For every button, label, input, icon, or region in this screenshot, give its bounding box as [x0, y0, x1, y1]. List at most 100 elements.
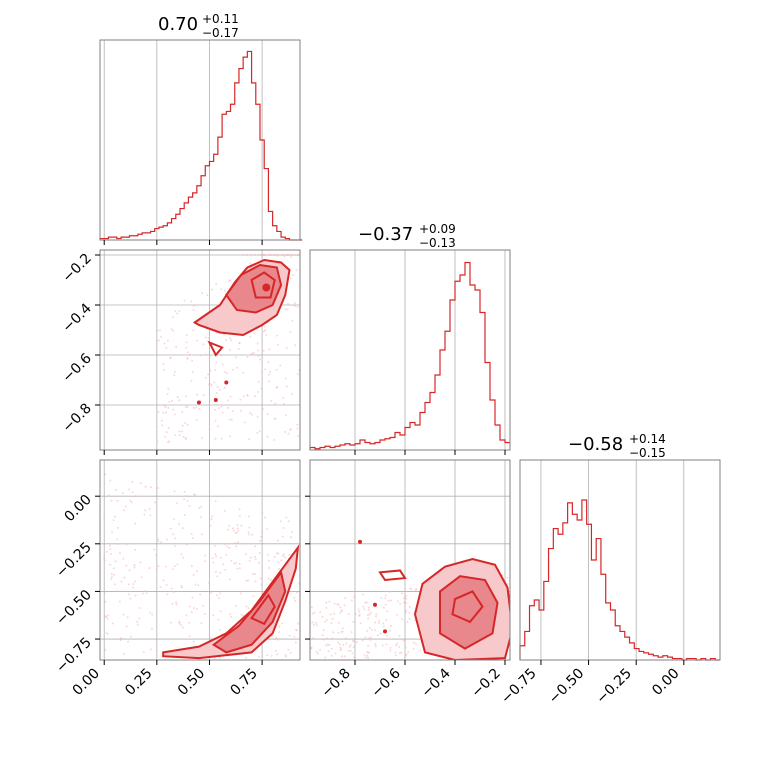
- scatter-point: [114, 583, 117, 586]
- scatter-point: [260, 583, 263, 586]
- scatter-point: [172, 408, 175, 411]
- scatter-point: [330, 654, 333, 657]
- axes-frame: [99, 459, 301, 661]
- scatter-point: [188, 635, 191, 638]
- scatter-point: [261, 530, 264, 533]
- scatter-point: [405, 653, 408, 656]
- scatter-point: [277, 561, 280, 564]
- scatter-point: [116, 499, 119, 502]
- scatter-point: [109, 548, 112, 551]
- scatter-point: [163, 435, 166, 438]
- scatter-point: [204, 554, 207, 557]
- scatter-point: [106, 617, 109, 620]
- contour-mid: [225, 263, 283, 314]
- scatter-point: [190, 533, 193, 536]
- scatter-point: [118, 600, 121, 603]
- scatter-point: [270, 254, 273, 256]
- scatter-point: [268, 348, 271, 351]
- scatter-point: [284, 308, 287, 311]
- scatter-point: [280, 254, 283, 256]
- scatter-point: [373, 629, 376, 632]
- scatter-point: [208, 383, 211, 386]
- scatter-point: [230, 615, 233, 618]
- hist-1-title: 0.70: [158, 14, 198, 35]
- scatter-point: [158, 329, 161, 332]
- scatter-point: [302, 390, 304, 392]
- scatter-point: [132, 586, 135, 589]
- scatter-point: [294, 302, 297, 305]
- scatter-point: [116, 590, 119, 593]
- scatter-point: [215, 555, 218, 558]
- scatter-point: [181, 410, 184, 413]
- scatter-point: [172, 590, 175, 593]
- scatter-point: [223, 509, 226, 512]
- scatter-point: [186, 351, 189, 354]
- scatter-point: [263, 325, 266, 328]
- scatter-point: [200, 516, 203, 519]
- scatter-point: [122, 557, 125, 560]
- scatter-point: [112, 567, 115, 570]
- scatter-point: [217, 618, 220, 621]
- scatter-point: [325, 606, 328, 609]
- scatter-point: [374, 643, 377, 646]
- y-tick-label: −0.6: [59, 350, 94, 385]
- y-tick-label: 0.00: [61, 492, 94, 525]
- scatter-point: [184, 438, 187, 441]
- scatter-point: [149, 514, 152, 517]
- scatter-point: [223, 333, 226, 336]
- scatter-point: [283, 254, 286, 256]
- scatter-point: [354, 612, 357, 615]
- scatter-point: [337, 631, 340, 634]
- scatter-point: [349, 649, 352, 652]
- scatter-point: [236, 541, 239, 544]
- contour-island: [378, 569, 407, 582]
- scatter-point: [375, 615, 378, 618]
- scatter-point: [168, 440, 171, 443]
- scatter-point: [319, 611, 322, 614]
- scatter-point: [395, 613, 398, 616]
- scatter-point: [171, 568, 174, 571]
- scatter-point: [181, 527, 184, 530]
- scatter-point: [379, 632, 382, 635]
- scatter-point: [104, 616, 107, 619]
- scatter-point: [273, 555, 276, 558]
- scatter-point: [162, 368, 165, 371]
- scatter-point: [278, 567, 281, 570]
- scatter-point: [357, 608, 360, 611]
- scatter-point: [149, 611, 152, 614]
- scatter-point: [103, 517, 106, 520]
- scatter-point: [156, 440, 159, 443]
- scatter-point: [412, 647, 415, 650]
- scatter-point: [419, 649, 422, 652]
- scatter-point: [125, 625, 128, 628]
- scatter-point: [228, 279, 231, 282]
- scatter-point: [276, 254, 279, 257]
- scatter-point: [413, 619, 416, 622]
- scatter-point: [234, 531, 237, 534]
- scatter-point: [170, 587, 173, 590]
- scatter-point: [415, 587, 418, 590]
- scatter-point: [234, 604, 237, 607]
- scatter-point: [327, 650, 330, 653]
- scatter-point: [269, 254, 272, 256]
- contour-island: [207, 340, 224, 357]
- scatter-point: [285, 254, 288, 256]
- scatter-point: [181, 626, 184, 629]
- scatter-point: [400, 651, 403, 654]
- scatter-point: [217, 407, 220, 410]
- scatter-point: [247, 531, 250, 534]
- scatter-point: [331, 618, 334, 621]
- scatter-point: [185, 341, 188, 344]
- scatter-point: [249, 254, 252, 256]
- scatter-point: [288, 634, 291, 637]
- scatter-point: [208, 636, 211, 639]
- scatter-point: [223, 371, 226, 374]
- scatter-point: [222, 563, 225, 566]
- scatter-point: [229, 435, 232, 438]
- scatter-point: [114, 515, 117, 518]
- scatter-point: [386, 610, 389, 613]
- scatter-point: [229, 348, 232, 351]
- scatter-point: [253, 254, 256, 256]
- scatter-point: [241, 254, 244, 256]
- scatter-point: [185, 395, 188, 398]
